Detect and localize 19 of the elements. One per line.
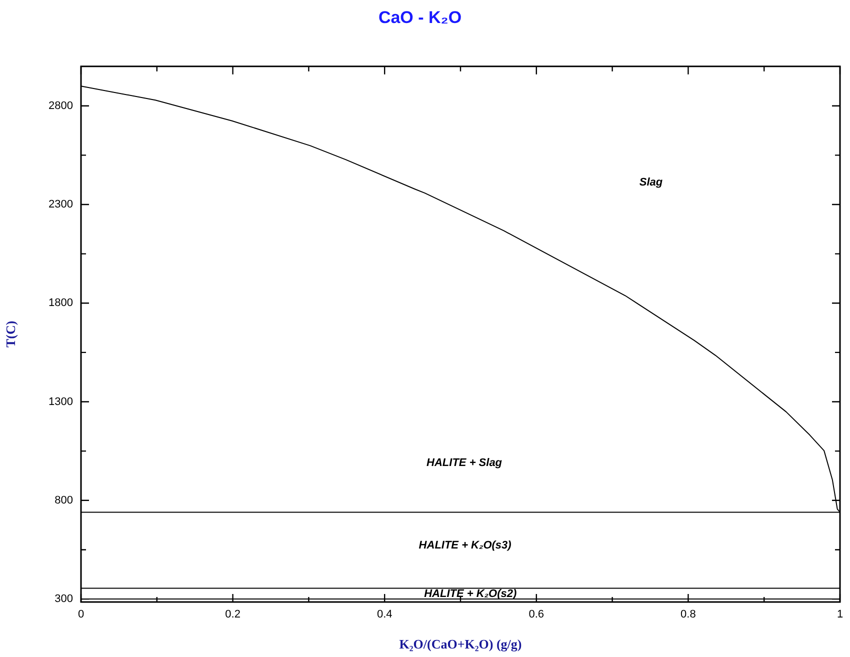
y-tick-label: 2800 xyxy=(48,100,73,112)
x-tick-label: 0.2 xyxy=(225,608,240,621)
annotation: HALITE + K₂O(s3) xyxy=(418,539,512,552)
x-tick-label: 0 xyxy=(78,608,84,621)
y-axis-title: T(C) xyxy=(3,320,18,348)
y-tick-label: 1800 xyxy=(48,297,73,310)
x-tick-label: 1 xyxy=(836,608,844,621)
x-axis-title: K₂O/(CaO+K₂O) (g/g) xyxy=(399,636,522,652)
y-tick-label: 800 xyxy=(54,494,73,506)
x-tick-label: 0.4 xyxy=(376,608,392,621)
y-tick-label: 1300 xyxy=(48,396,73,408)
x-tick-label: 0.6 xyxy=(528,608,544,621)
chart-title: CaO - K₂O xyxy=(378,8,462,27)
annotation: Slag xyxy=(639,176,663,189)
y-tick-label: 300 xyxy=(54,593,73,606)
x-tick-label: 0.8 xyxy=(680,608,696,621)
annotation: HALITE + Slag xyxy=(426,456,502,469)
y-tick-label: 2300 xyxy=(48,198,73,211)
annotation: HALITE + K₂O(s2) xyxy=(424,588,517,600)
